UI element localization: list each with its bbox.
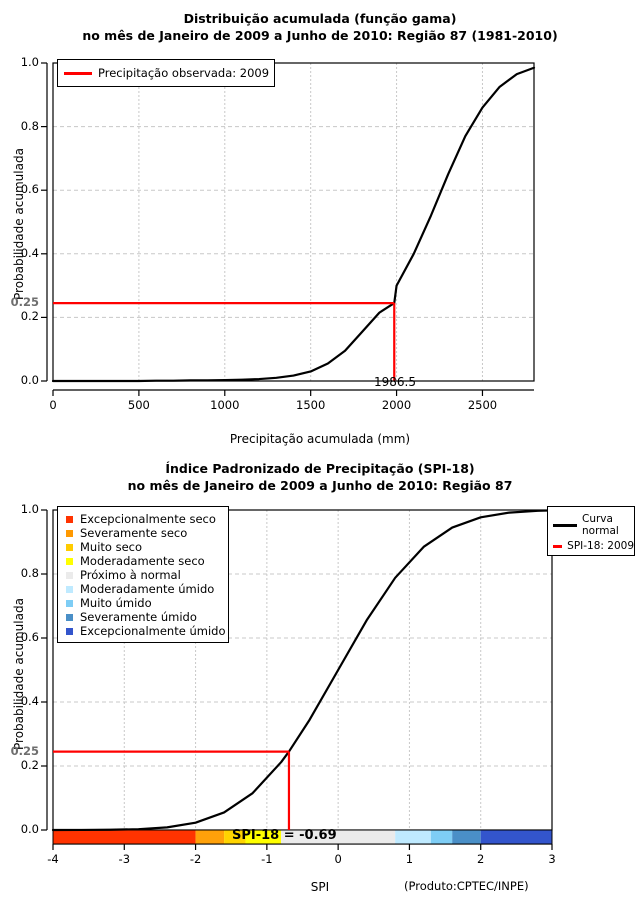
- legend-swatch-icon: [66, 543, 73, 551]
- spi-xtick-0: -4: [47, 852, 59, 866]
- legend-swatch-icon: [66, 599, 73, 607]
- y-axis-label-spi: Probabilidade acumulada: [12, 598, 26, 750]
- x-axis-label-gamma: Precipitação acumulada (mm): [229, 432, 411, 446]
- legend-label-spi-class: Muito úmido: [80, 596, 152, 610]
- gamma-ytick-3: 0.6: [20, 182, 39, 197]
- chart-title-gamma: Distribuição acumulada (função gama) no …: [0, 10, 640, 44]
- legend-label-spi-curve: SPI-18: 2009: [567, 540, 634, 552]
- legend-row-spi-class: Moderadamente úmido: [58, 582, 228, 596]
- y-axis-label-gamma: Probabilidade acumulada: [12, 148, 26, 300]
- gamma-ytick-highlight: 0.25: [10, 295, 39, 310]
- gamma-xtick-5: 2500: [467, 398, 498, 412]
- gamma-ytick-4: 0.8: [20, 118, 39, 133]
- legend-label-spi-class: Excepcionalmente úmido: [80, 624, 226, 638]
- legend-swatch-icon: [66, 571, 73, 579]
- legend-row-spi-class: Excepcionalmente seco: [58, 512, 228, 526]
- spi-cdf-plot: [41, 509, 554, 850]
- legend-row-spi-curve: Curva normal: [548, 512, 634, 538]
- gamma-xtick-1: 500: [127, 398, 150, 412]
- legend-spi-curves: Curva normal SPI-18: 2009: [547, 506, 635, 556]
- chart-title-gamma-line1: Distribuição acumulada (função gama): [183, 11, 457, 26]
- gamma-ytick-2: 0.4: [20, 245, 39, 260]
- legend-swatch-precipitacao-observada: [64, 71, 92, 75]
- spi-xtick-5: 1: [405, 852, 414, 866]
- gamma-ytick-1: 0.2: [20, 309, 39, 324]
- legend-row-spi-class: Excepcionalmente úmido: [58, 624, 228, 638]
- legend-swatch-icon: [66, 613, 73, 621]
- legend-line-icon: [553, 523, 577, 527]
- legend-row-spi-class: Severamente seco: [58, 526, 228, 540]
- credit-label: (Produto:CPTEC/INPE): [404, 879, 529, 893]
- spi-xtick-4: 0: [334, 852, 342, 866]
- legend-row-spi-class: Próximo à normal: [58, 568, 228, 582]
- spi-cdf-panel: Índice Padronizado de Precipitação (SPI-…: [0, 450, 640, 900]
- spi-xtick-1: -3: [118, 852, 131, 866]
- chart-title-gamma-line2: no mês de Janeiro de 2009 a Junho de 201…: [82, 28, 558, 43]
- legend-line-icon: [553, 544, 563, 548]
- legend-label-spi-class: Moderadamente úmido: [80, 582, 215, 596]
- legend-gamma: Precipitação observada: 2009: [57, 59, 275, 87]
- gamma-ytick-0: 0.0: [20, 373, 39, 387]
- spi-ytick-1: 0.2: [20, 758, 39, 772]
- legend-label-precipitacao-observada: Precipitação observada: 2009: [98, 66, 270, 80]
- legend-swatch-icon: [66, 557, 73, 565]
- spi-ytick-highlight: 0.25: [10, 743, 39, 758]
- chart-title-spi: Índice Padronizado de Precipitação (SPI-…: [0, 460, 640, 494]
- gamma-xtick-2: 1000: [210, 398, 240, 412]
- spi-xtick-2: -2: [189, 852, 202, 866]
- legend-label-spi-class: Severamente seco: [80, 526, 188, 540]
- legend-row-spi-class: Muito úmido: [58, 596, 228, 610]
- legend-label-spi-class: Próximo à normal: [80, 568, 181, 582]
- gamma-xtick-3: 1500: [296, 398, 326, 412]
- legend-label-spi-curve: Curva normal: [582, 513, 619, 537]
- spi-xtick-7: 3: [548, 852, 556, 866]
- spi-xtick-6: 2: [477, 852, 485, 866]
- legend-row-spi-curve: SPI-18: 2009: [548, 538, 634, 554]
- legend-spi-classes: Excepcionalmente seco Severamente seco Mui…: [57, 506, 229, 643]
- legend-row-spi-class: Severamente úmido: [58, 610, 228, 624]
- legend-row-spi-class: Moderadamente seco: [58, 554, 228, 568]
- gamma-xtick-0: 0: [49, 398, 57, 412]
- chart-title-spi-line1: Índice Padronizado de Precipitação (SPI-…: [165, 461, 475, 476]
- gamma-cdf-panel: Distribuição acumulada (função gama) no …: [0, 10, 640, 446]
- legend-row-spi-class: Muito seco: [58, 540, 228, 554]
- gamma-ytick-5: 1.0: [20, 55, 39, 69]
- legend-swatch-icon: [66, 627, 73, 635]
- legend-swatch-icon: [66, 515, 73, 523]
- gamma-cdf-plot: [41, 62, 536, 396]
- spi-ytick-2: 0.4: [20, 694, 39, 708]
- spi-ytick-3: 0.6: [20, 630, 39, 644]
- chart-title-spi-line2: no mês de Janeiro de 2009 a Junho de 201…: [127, 478, 513, 493]
- spi-ytick-5: 1.0: [20, 502, 39, 516]
- annotation-observed-precip: 1986.5: [374, 375, 416, 389]
- legend-label-spi-class: Moderadamente seco: [80, 554, 205, 568]
- legend-label-spi-class: Excepcionalmente seco: [80, 512, 216, 526]
- spi-xtick-3: -1: [261, 852, 273, 866]
- spi-ytick-4: 0.8: [20, 566, 39, 580]
- x-axis-label-spi: SPI: [310, 880, 330, 894]
- gamma-xtick-4: 2000: [381, 398, 412, 412]
- spi-ytick-0: 0.0: [20, 822, 39, 836]
- legend-label-spi-class: Muito seco: [80, 540, 143, 554]
- annotation-spi-value: SPI-18 = -0.69: [232, 828, 337, 843]
- legend-swatch-icon: [66, 585, 73, 593]
- legend-swatch-icon: [66, 529, 73, 537]
- legend-label-spi-class: Severamente úmido: [80, 610, 197, 624]
